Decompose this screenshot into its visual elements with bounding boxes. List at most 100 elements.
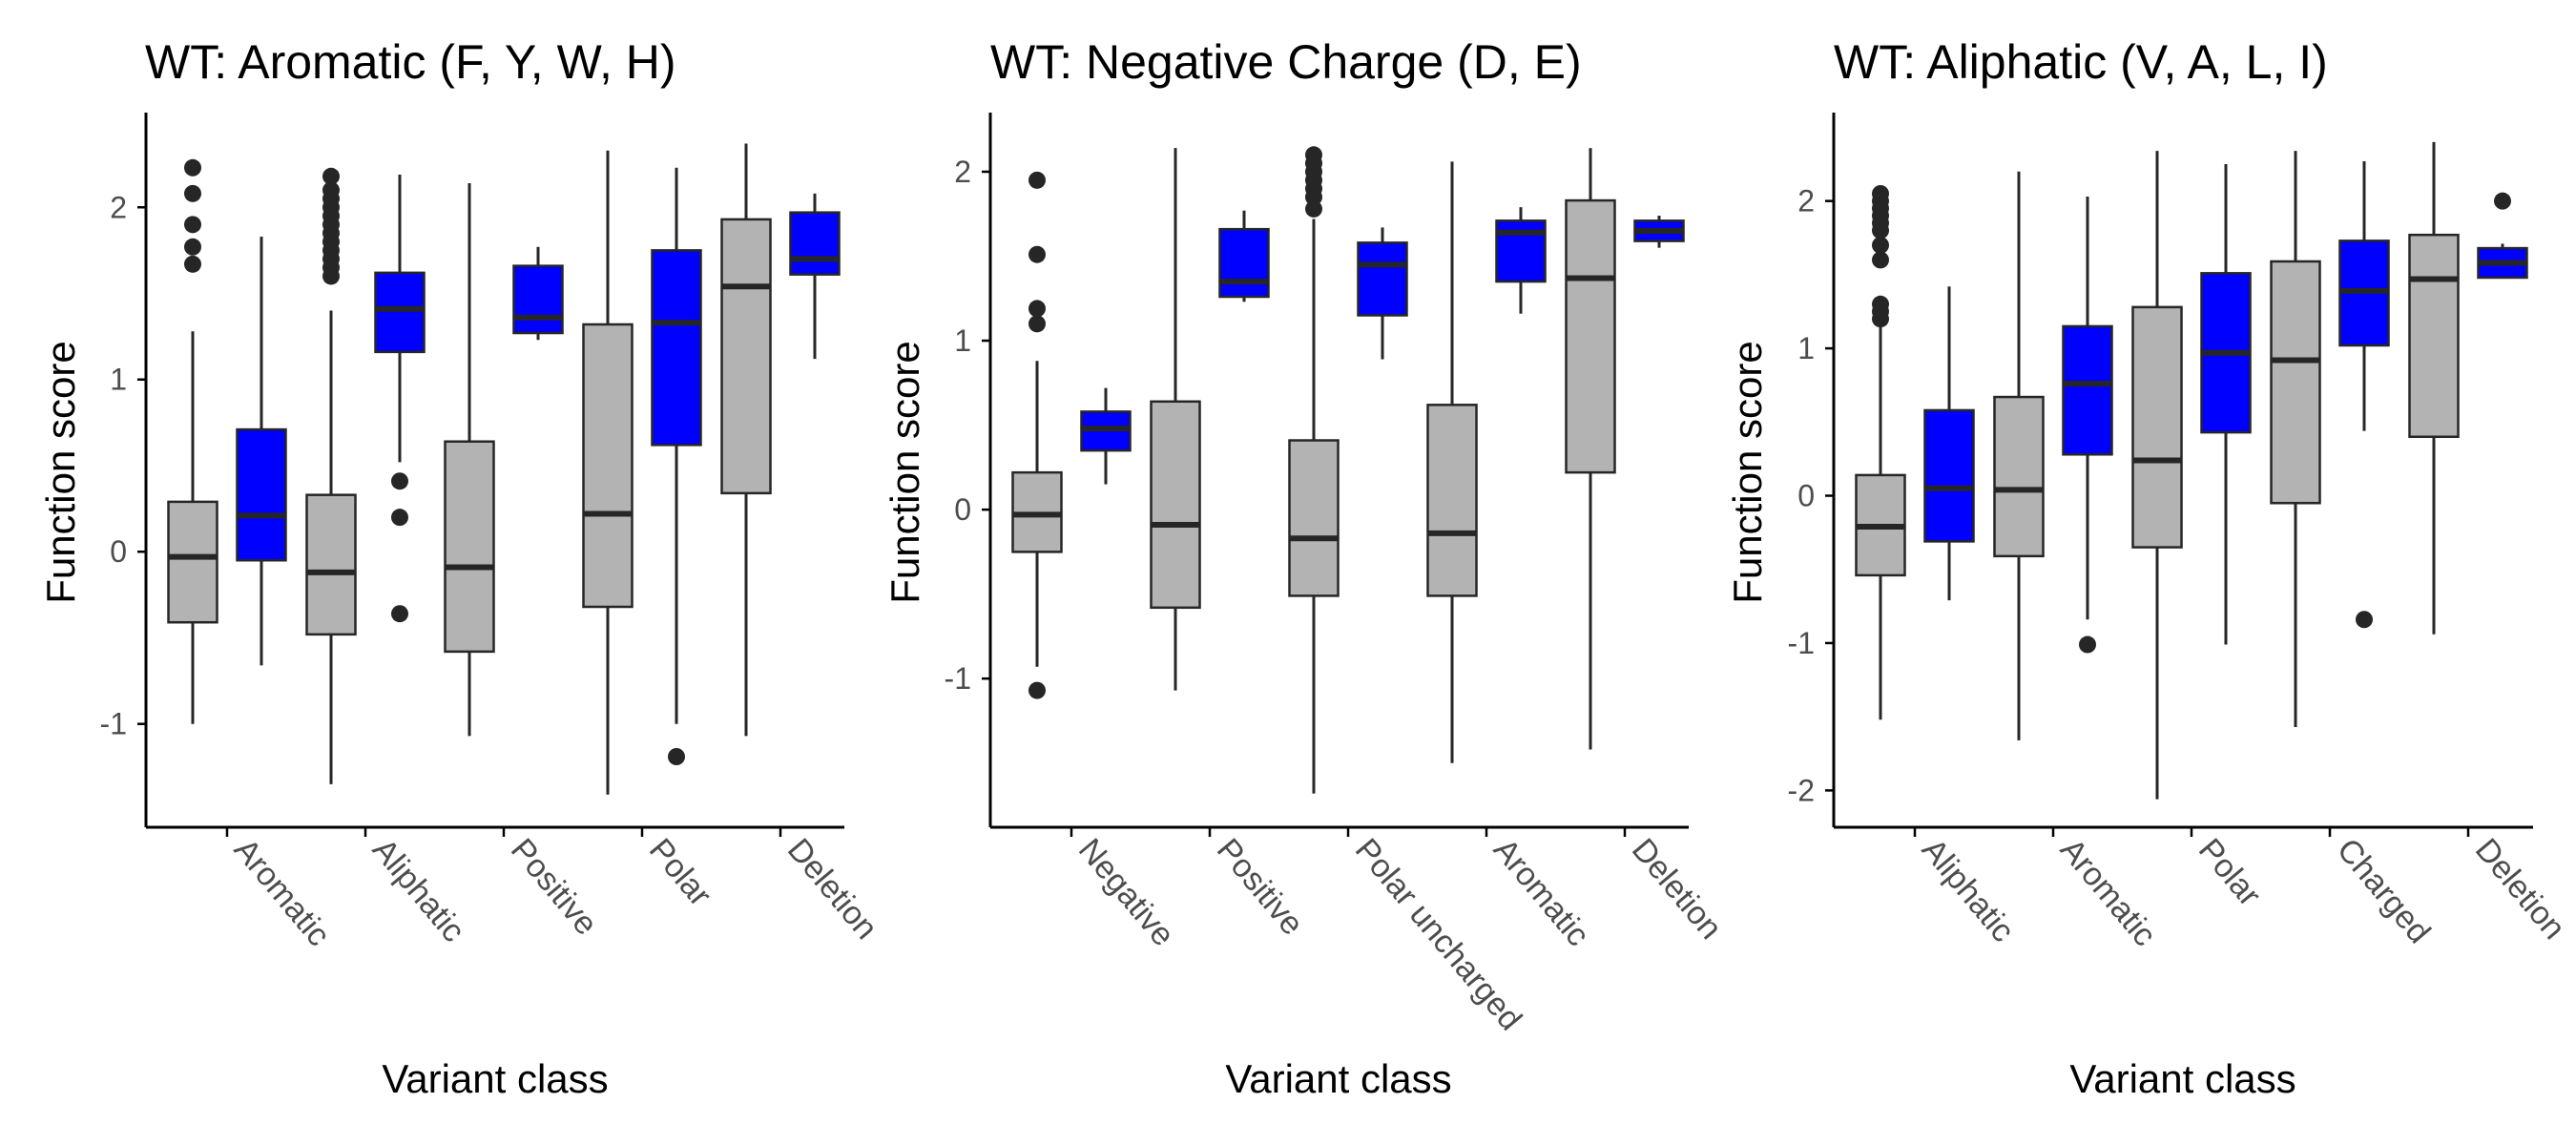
y-tick-label: -1: [945, 661, 971, 696]
x-tick-label: Negative: [1071, 832, 1181, 953]
gray-box-charged: [2270, 151, 2321, 727]
outlier-point: [1872, 295, 1889, 313]
x-tick-label: Deletion: [2468, 832, 2572, 947]
panel-aliphatic-wt: WT: Aliphatic (V, A, L, I) Function scor…: [1725, 35, 2572, 1101]
gray-box-deletion: [2408, 141, 2460, 635]
outlier-point: [1305, 199, 1322, 218]
x-axis-title: Variant class: [2069, 1056, 2296, 1101]
gray-box-positive: [1150, 148, 1201, 691]
outlier-point: [391, 472, 408, 490]
x-tick-label: Aromatic: [227, 832, 337, 953]
box-iqr: [374, 271, 426, 354]
panel-aromatic-wt: WT: Aromatic (F, Y, W, H) Function score…: [38, 35, 884, 1101]
x-axis-title: Variant class: [382, 1056, 608, 1101]
y-tick-label: -1: [100, 707, 127, 741]
blue-box-deletion: [2477, 192, 2528, 280]
blue-box-charged: [2338, 160, 2390, 629]
blue-box-positive: [512, 246, 564, 341]
panel-title: WT: Aliphatic (V, A, L, I): [1834, 35, 2328, 89]
outlier-point: [1872, 184, 1889, 202]
outlier-point: [184, 158, 201, 177]
box-iqr: [1923, 408, 1975, 543]
outlier-point: [2494, 192, 2511, 210]
panel-title: WT: Negative Charge (D, E): [990, 35, 1582, 89]
outlier-point: [1872, 236, 1889, 254]
gray-box-aromatic: [1426, 161, 1478, 763]
y-tick-label: 0: [1797, 479, 1815, 513]
blue-box-aromatic: [1495, 207, 1547, 314]
outlier-point: [668, 748, 685, 766]
box-iqr: [1993, 395, 2045, 558]
outlier-point: [2079, 635, 2096, 654]
y-tick-label: 0: [110, 534, 127, 569]
y-tick-label: 1: [954, 323, 971, 358]
blue-box-aromatic: [236, 236, 287, 666]
box-iqr: [512, 264, 564, 335]
x-tick-label: Deletion: [1625, 832, 1729, 947]
gray-box-polar-uncharged: [1288, 146, 1340, 794]
x-tick-label: Polar: [2192, 832, 2268, 913]
box-iqr: [2270, 260, 2321, 505]
outlier-point: [184, 216, 201, 234]
y-tick-label: 2: [1797, 184, 1815, 219]
blue-box-aliphatic: [374, 174, 426, 623]
x-tick-label: Polar: [642, 832, 718, 913]
blue-box-aliphatic: [1923, 286, 1975, 601]
outlier-point: [1872, 251, 1889, 269]
gray-box-aromatic: [1993, 171, 2045, 740]
box-iqr: [2062, 324, 2113, 456]
box-iqr: [2131, 305, 2183, 549]
outlier-point: [184, 184, 201, 202]
box-iqr: [1426, 404, 1478, 597]
x-tick-label: Positive: [504, 832, 605, 943]
blue-box-positive: [1218, 210, 1270, 302]
box-iqr: [2408, 233, 2460, 439]
box-iqr: [1565, 198, 1616, 474]
outlier-point: [184, 238, 201, 256]
gray-box-deletion: [720, 143, 772, 737]
blue-box-polar: [2200, 164, 2252, 645]
outlier-point: [1028, 300, 1046, 318]
blue-box-negative: [1080, 387, 1132, 485]
gray-box-deletion: [1565, 148, 1616, 750]
y-tick-label: 0: [954, 492, 971, 527]
y-tick-label: 2: [110, 190, 127, 224]
box-iqr: [167, 500, 218, 624]
outlier-point: [322, 167, 340, 185]
box-iqr: [1218, 227, 1270, 299]
blue-box-polar: [651, 167, 702, 766]
y-axis-title: Function score: [883, 341, 927, 603]
blue-box-deletion: [1633, 216, 1685, 248]
x-tick-label: Charged: [2330, 832, 2438, 950]
x-tick-label: Aliphatic: [1915, 832, 2022, 949]
outlier-point: [391, 605, 408, 623]
y-tick-label: 2: [954, 155, 971, 189]
gray-box-polar: [2131, 151, 2183, 800]
gray-box-positive: [444, 182, 495, 737]
y-axis-title: Function score: [38, 341, 83, 603]
outlier-point: [322, 181, 340, 199]
box-iqr: [444, 440, 495, 654]
blue-box-aromatic: [2062, 197, 2113, 654]
blue-box-polar-uncharged: [1357, 227, 1408, 360]
y-axis-title: Function score: [1725, 341, 1770, 603]
panel-negative-charge-wt: WT: Negative Charge (D, E) Function scor…: [883, 35, 1729, 1101]
gray-box-aliphatic: [305, 167, 357, 784]
box-iqr: [582, 323, 634, 609]
outlier-point: [391, 509, 408, 527]
y-tick-label: 1: [1797, 331, 1815, 365]
outlier-point: [184, 255, 201, 273]
outlier-point: [1028, 315, 1046, 333]
box-iqr: [236, 427, 287, 562]
box-iqr: [1150, 400, 1201, 610]
gray-box-negative: [1011, 171, 1063, 699]
x-tick-label: Deletion: [780, 832, 884, 947]
gray-box-aromatic: [167, 158, 218, 724]
x-axis-title: Variant class: [1225, 1056, 1451, 1101]
box-iqr: [1288, 439, 1340, 597]
x-tick-label: Aromatic: [2053, 832, 2163, 953]
y-tick-label: -1: [1788, 626, 1815, 660]
y-tick-label: 1: [110, 363, 127, 397]
x-tick-label: Aromatic: [1486, 832, 1596, 953]
